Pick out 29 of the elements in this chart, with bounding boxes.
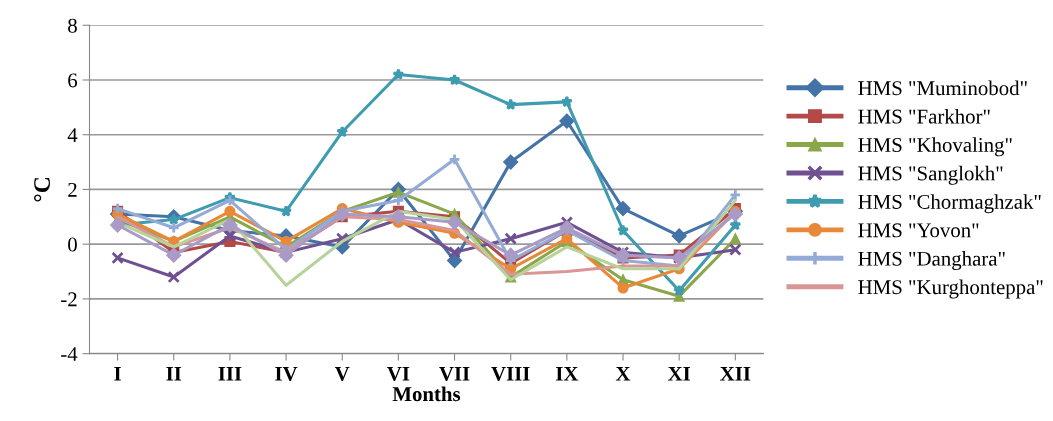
y-tick-label: -4 [61,347,78,361]
x-tick-label: X [615,366,631,381]
x-tick-label: IX [555,366,579,381]
x-tick-label: VIII [491,366,530,381]
y-tick-label: 2 [68,182,77,197]
legend-label: HMS "Danghara" [858,251,1005,271]
x-tick-label: II [166,366,182,381]
x-tick-label: XII [720,366,751,381]
y-tick-label: 4 [67,128,78,142]
y-tick-label: -2 [61,292,77,307]
x-tick-label: VI [387,366,410,381]
legend-label: HMS "Kurghonteppa" [858,279,1043,299]
legend-label: HMS "Chormaghzak" [858,194,1041,214]
x-tick-label: III [218,366,242,381]
x-tick-label: XI [668,366,691,381]
y-tick-label: 6 [68,73,78,88]
legend-label: HMS "Khovaling" [858,137,1012,157]
y-axis-title: °C [34,178,50,202]
legend-label: HMS "Sanglokh" [858,165,1003,185]
y-tick-label: 8 [68,18,77,33]
legend-label: HMS "Farkhor" [858,108,990,124]
legend-label: HMS "Muminobod" [858,80,1027,96]
x-tick-label: I [114,366,121,381]
x-tick-label: VII [439,366,470,381]
x-tick-label: IV [275,366,298,381]
legend-label: HMS "Yovon" [858,223,979,238]
x-axis-title: Months [392,386,461,402]
x-tick-label: V [334,366,350,381]
y-tick-label: 0 [68,237,77,252]
